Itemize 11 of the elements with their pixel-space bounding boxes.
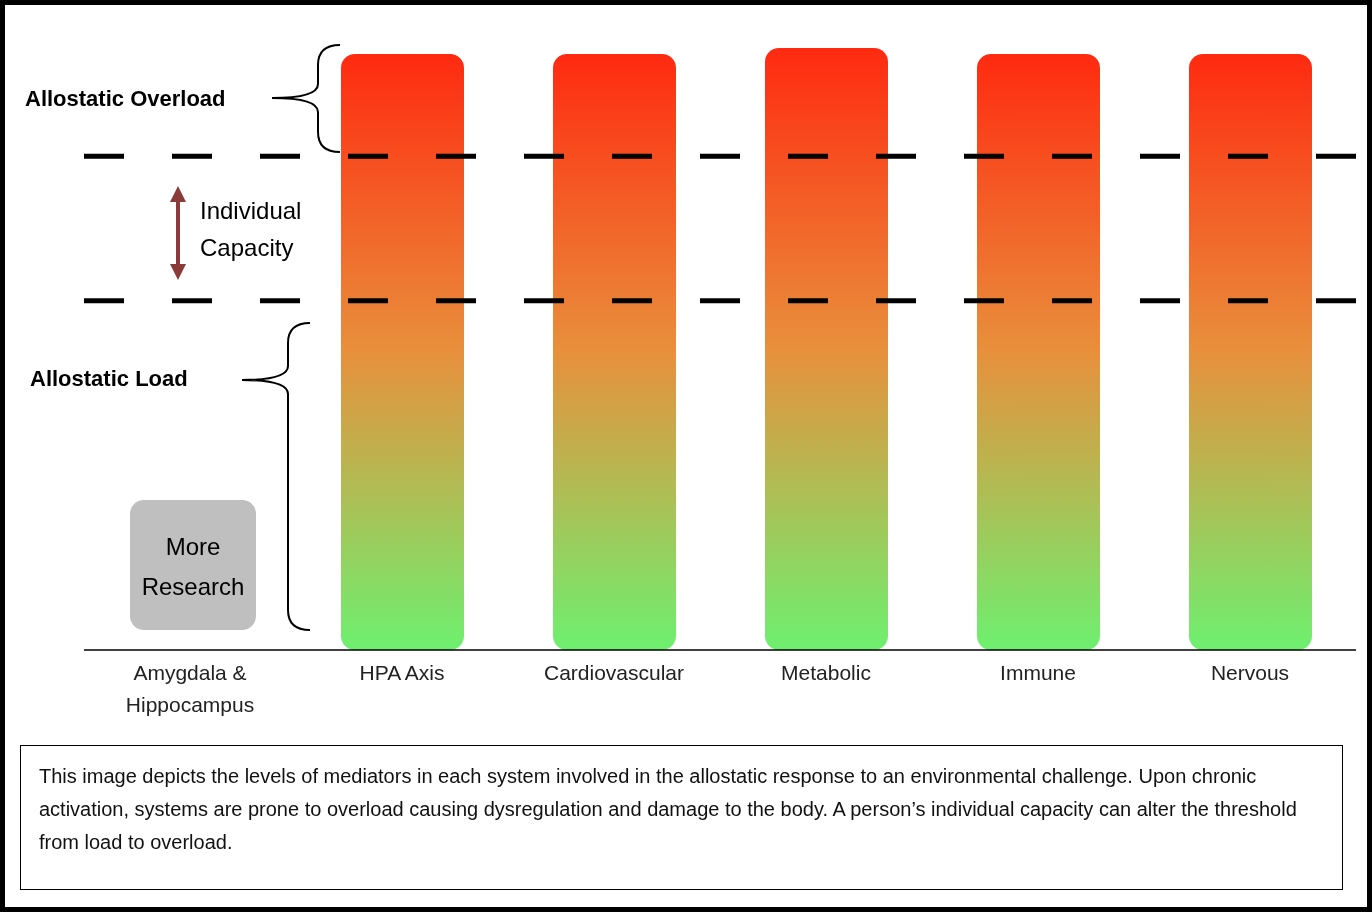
- x-tick-label: Metabolic: [781, 661, 871, 684]
- annotation: Individual Capacity: [200, 196, 303, 263]
- x-tick-label: HPA Axis: [359, 661, 445, 684]
- annotation: Allostatic Overload: [25, 86, 226, 112]
- annotation: Allostatic Load: [30, 366, 188, 392]
- x-tick-label: Amygdala & Hippocampus: [125, 661, 255, 716]
- x-tick-label: Immune: [1000, 661, 1076, 684]
- text: This image depicts the levels of mediators in each system involved in the allostatic response to an environmental challenge. Upon chronic activation, systems are prone to overload causing dysregulation and damage to the body. A person’s individual capacity can alter the threshold from load to overload.: [20, 745, 1343, 890]
- x-tick-label: Cardiovascular: [543, 661, 685, 684]
- annotation: More Research: [140, 532, 246, 602]
- x-tick-label: Nervous: [1210, 661, 1290, 684]
